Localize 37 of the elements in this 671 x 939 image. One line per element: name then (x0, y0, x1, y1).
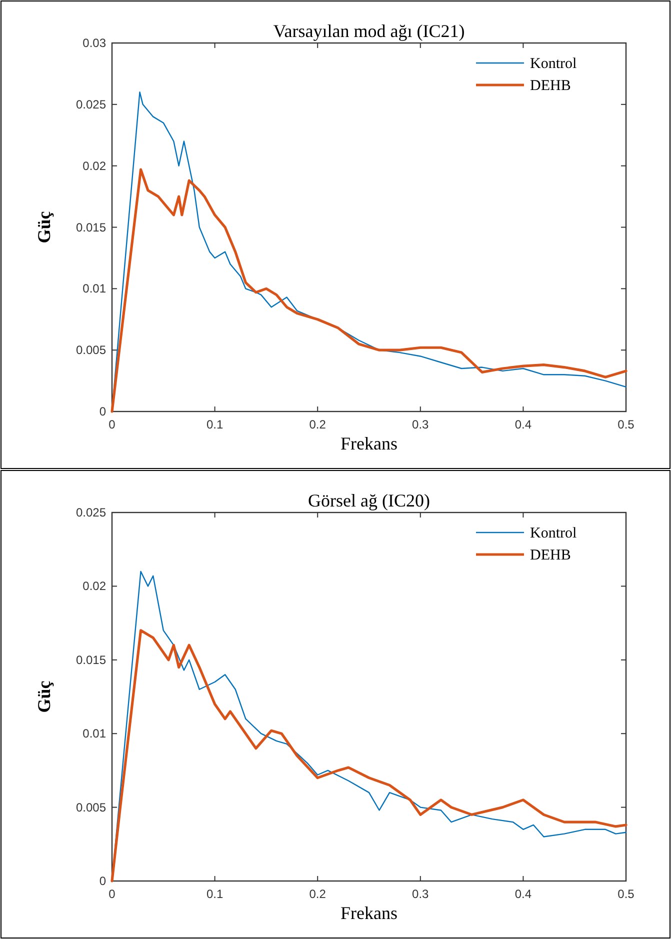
x-tick-label: 0 (108, 418, 116, 432)
y-tick-label: 0.03 (82, 36, 106, 50)
x-tick-label: 0.5 (618, 887, 635, 901)
line-series (110, 168, 628, 413)
y-tick-label: 0.025 (76, 506, 106, 520)
x-tick-label: 0.4 (514, 887, 532, 901)
x-axis-title: Frekans (340, 903, 398, 923)
y-axis-title: Güç (34, 680, 54, 713)
x-tick-label: 0.1 (206, 887, 224, 901)
y-tick-label: 0.015 (76, 220, 106, 234)
y-tick-label: 0 (99, 874, 106, 888)
x-tick-label: 0.2 (309, 418, 326, 432)
legend-label: DEHB (530, 548, 571, 564)
x-tick-label: 0.1 (206, 418, 224, 432)
y-axis-title: Güç (34, 211, 54, 244)
x-tick-label: 0 (108, 887, 116, 901)
y-tick-label: 0.02 (82, 579, 106, 594)
chart-title: Varsayılan mod ağı (IC21) (273, 21, 465, 41)
y-tick-label: 0 (99, 404, 106, 418)
legend-label: Kontrol (530, 526, 577, 542)
y-tick-label: 0.01 (82, 282, 106, 296)
x-tick-label: 0.5 (618, 418, 635, 432)
y-tick-label: 0.015 (76, 652, 106, 667)
x-tick-label: 0.3 (412, 418, 430, 432)
x-axis-title: Frekans (340, 434, 398, 454)
line-series (110, 629, 628, 882)
x-tick-label: 0.4 (514, 418, 532, 432)
legend-label: DEHB (530, 78, 571, 94)
y-tick-label: 0.025 (76, 97, 106, 112)
y-tick-label: 0.01 (82, 726, 106, 741)
x-tick-label: 0.3 (412, 887, 430, 901)
x-tick-label: 0.2 (309, 887, 326, 901)
y-tick-label: 0.02 (82, 158, 106, 173)
chart-title: Görsel ağ (IC20) (308, 490, 430, 510)
y-tick-label: 0.005 (76, 800, 106, 814)
legend-label: Kontrol (530, 56, 577, 72)
y-tick-label: 0.005 (76, 343, 106, 358)
